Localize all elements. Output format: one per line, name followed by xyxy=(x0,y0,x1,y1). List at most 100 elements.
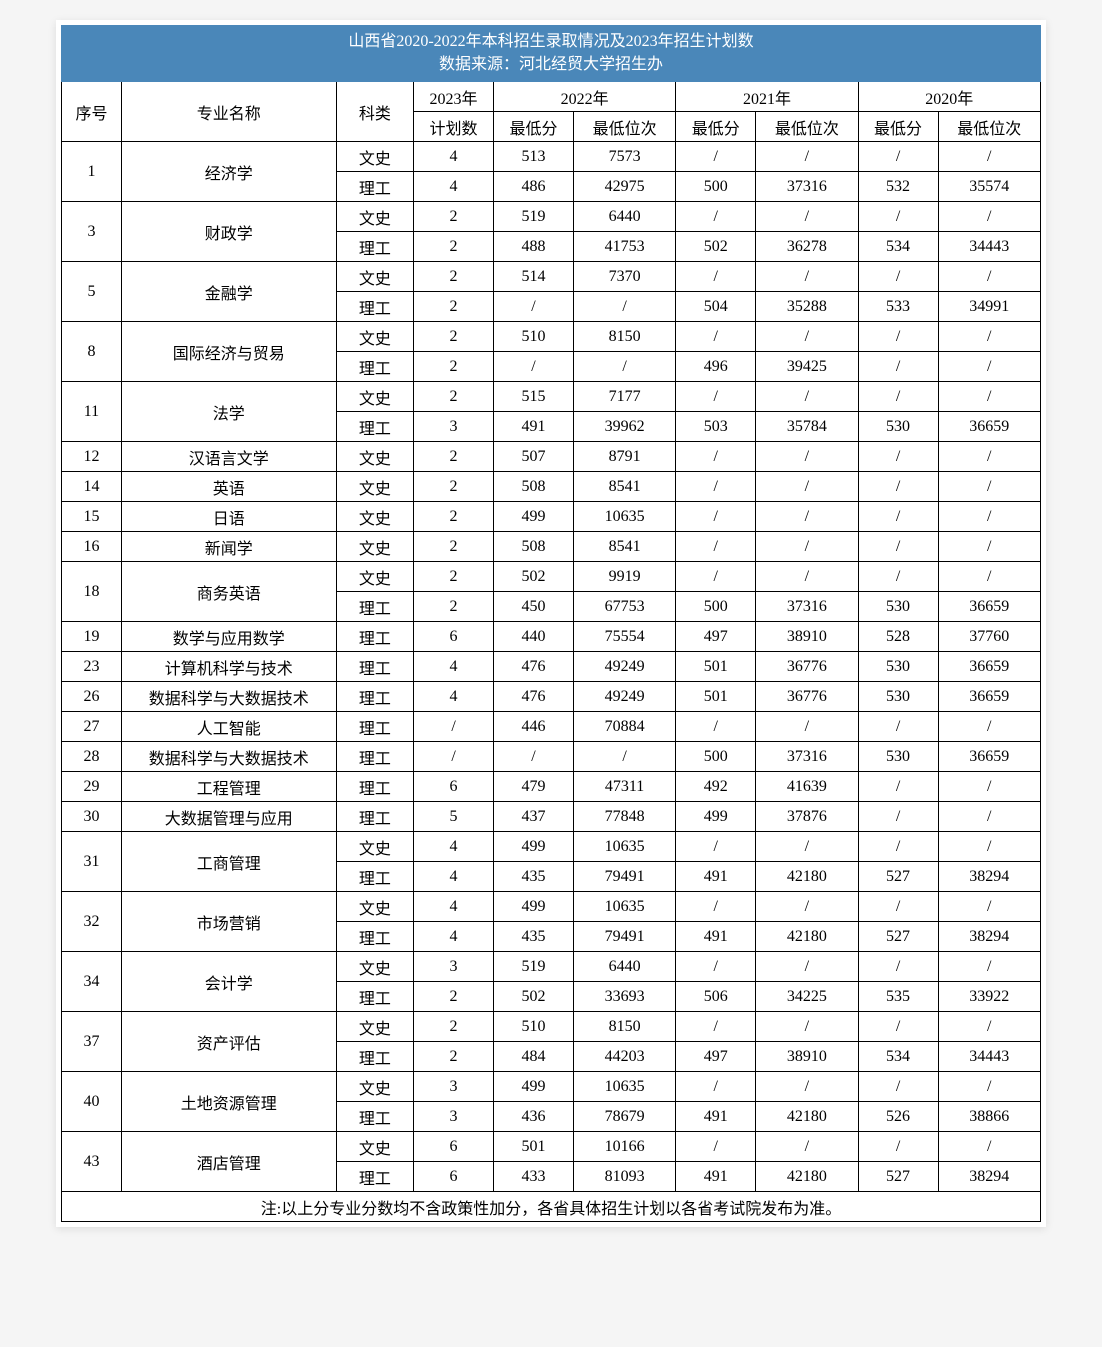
cell-2021-score: 497 xyxy=(676,622,756,652)
table-row: 29工程管理理工64794731149241639// xyxy=(62,772,1041,802)
cell-2022-score: 519 xyxy=(494,202,574,232)
cell-idx: 1 xyxy=(62,142,122,202)
table-row: 27人工智能理工/44670884//// xyxy=(62,712,1041,742)
cell-2022-rank: / xyxy=(573,292,675,322)
cell-major: 金融学 xyxy=(121,262,336,322)
cell-2021-rank: 39425 xyxy=(756,352,858,382)
cell-2022-rank: 81093 xyxy=(573,1162,675,1192)
cell-2022-score: 513 xyxy=(494,142,574,172)
cell-2021-score: / xyxy=(676,832,756,862)
cell-2020-score: / xyxy=(858,352,938,382)
cell-2020-rank: 34443 xyxy=(938,1042,1041,1072)
cell-2021-score: 506 xyxy=(676,982,756,1012)
cell-2022-rank: 70884 xyxy=(573,712,675,742)
cell-2022-score: 510 xyxy=(494,1012,574,1042)
table-row: 5金融学文史25147370//// xyxy=(62,262,1041,292)
table-row: 16新闻学文史25088541//// xyxy=(62,532,1041,562)
cell-2020-score: 535 xyxy=(858,982,938,1012)
cell-2022-score: / xyxy=(494,352,574,382)
cell-plan: 4 xyxy=(414,922,494,952)
cell-plan: 4 xyxy=(414,682,494,712)
cell-idx: 14 xyxy=(62,472,122,502)
cell-2022-score: 437 xyxy=(494,802,574,832)
cell-category: 理工 xyxy=(336,292,413,322)
cell-2022-score: 486 xyxy=(494,172,574,202)
cell-major: 资产评估 xyxy=(121,1012,336,1072)
table-row: 19数学与应用数学理工6440755544973891052837760 xyxy=(62,622,1041,652)
cell-plan: 2 xyxy=(414,292,494,322)
cell-2020-score: / xyxy=(858,802,938,832)
cell-2020-rank: 34443 xyxy=(938,232,1041,262)
cell-2021-rank: 35288 xyxy=(756,292,858,322)
cell-major: 数据科学与大数据技术 xyxy=(121,682,336,712)
table-row: 8国际经济与贸易文史25108150//// xyxy=(62,322,1041,352)
cell-2021-score: / xyxy=(676,1012,756,1042)
cell-2021-score: / xyxy=(676,382,756,412)
cell-2022-score: 476 xyxy=(494,682,574,712)
cell-2021-score: / xyxy=(676,952,756,982)
cell-category: 理工 xyxy=(336,622,413,652)
cell-2021-rank: 41639 xyxy=(756,772,858,802)
cell-plan: 6 xyxy=(414,1132,494,1162)
cell-category: 文史 xyxy=(336,442,413,472)
cell-plan: / xyxy=(414,712,494,742)
cell-2020-rank: / xyxy=(938,322,1041,352)
cell-2020-rank: 37760 xyxy=(938,622,1041,652)
cell-2022-score: 507 xyxy=(494,442,574,472)
cell-category: 文史 xyxy=(336,502,413,532)
cell-2020-score: / xyxy=(858,952,938,982)
cell-2021-rank: / xyxy=(756,442,858,472)
cell-2020-rank: / xyxy=(938,1072,1041,1102)
cell-plan: 2 xyxy=(414,562,494,592)
cell-2021-rank: 37876 xyxy=(756,802,858,832)
cell-2021-score: 497 xyxy=(676,1042,756,1072)
cell-2020-rank: / xyxy=(938,472,1041,502)
table-row: 40土地资源管理文史349910635//// xyxy=(62,1072,1041,1102)
cell-major: 酒店管理 xyxy=(121,1132,336,1192)
cell-2022-score: 508 xyxy=(494,532,574,562)
cell-plan: 3 xyxy=(414,1102,494,1132)
cell-plan: 4 xyxy=(414,172,494,202)
cell-2022-rank: 33693 xyxy=(573,982,675,1012)
cell-2022-rank: 10635 xyxy=(573,502,675,532)
cell-plan: 2 xyxy=(414,382,494,412)
cell-2022-rank: 9919 xyxy=(573,562,675,592)
cell-2021-score: 500 xyxy=(676,172,756,202)
cell-2021-score: 501 xyxy=(676,652,756,682)
cell-2020-score: / xyxy=(858,382,938,412)
cell-plan: 2 xyxy=(414,262,494,292)
cell-major: 国际经济与贸易 xyxy=(121,322,336,382)
cell-plan: 2 xyxy=(414,532,494,562)
cell-category: 文史 xyxy=(336,832,413,862)
cell-major: 汉语言文学 xyxy=(121,442,336,472)
cell-category: 理工 xyxy=(336,352,413,382)
cell-2022-rank: 47311 xyxy=(573,772,675,802)
cell-2021-score: 503 xyxy=(676,412,756,442)
cell-2022-score: 476 xyxy=(494,652,574,682)
cell-2021-score: 491 xyxy=(676,862,756,892)
cell-plan: 4 xyxy=(414,832,494,862)
cell-major: 法学 xyxy=(121,382,336,442)
cell-category: 文史 xyxy=(336,1132,413,1162)
cell-2020-rank: / xyxy=(938,562,1041,592)
cell-2021-score: 491 xyxy=(676,1162,756,1192)
cell-2022-rank: 77848 xyxy=(573,802,675,832)
cell-2020-rank: / xyxy=(938,892,1041,922)
cell-plan: 2 xyxy=(414,442,494,472)
cell-2022-score: 508 xyxy=(494,472,574,502)
cell-plan: 2 xyxy=(414,202,494,232)
cell-2020-score: 532 xyxy=(858,172,938,202)
cell-plan: 4 xyxy=(414,862,494,892)
table-row: 26数据科学与大数据技术理工4476492495013677653036659 xyxy=(62,682,1041,712)
cell-2022-rank: 8541 xyxy=(573,472,675,502)
cell-2020-rank: 36659 xyxy=(938,592,1041,622)
cell-2021-rank: / xyxy=(756,472,858,502)
cell-2022-score: 484 xyxy=(494,1042,574,1072)
cell-idx: 12 xyxy=(62,442,122,472)
cell-2022-rank: 8541 xyxy=(573,532,675,562)
title-row: 山西省2020-2022年本科招生录取情况及2023年招生计划数 数据来源：河北… xyxy=(62,26,1041,82)
table-row: 34会计学文史35196440//// xyxy=(62,952,1041,982)
cell-2021-rank: / xyxy=(756,532,858,562)
cell-idx: 11 xyxy=(62,382,122,442)
cell-2021-rank: / xyxy=(756,322,858,352)
